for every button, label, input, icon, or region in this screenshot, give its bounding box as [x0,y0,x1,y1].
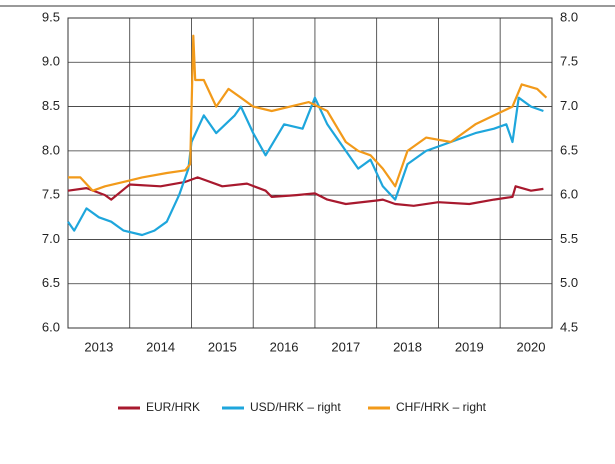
y-tick-label: 8.0 [42,142,60,157]
y2-tick-label: 7.0 [560,98,578,113]
y-tick-label: 7.5 [42,187,60,202]
y2-tick-label: 7.5 [560,54,578,69]
y2-tick-label: 8.0 [560,9,578,24]
y2-tick-label: 6.0 [560,187,578,202]
series-line [67,96,544,237]
series-line [67,176,544,207]
plot-frame [67,17,553,329]
y-tick-label: 9.0 [42,54,60,69]
y2-tick-label: 4.5 [560,319,578,334]
series-line [68,34,548,192]
y2-tick-label: 6.5 [560,142,578,157]
y2-tick-label: 5.5 [560,231,578,246]
y-tick-label: 6.5 [42,275,60,290]
x-tick-label: 2013 [84,339,113,354]
x-tick-label: 2015 [208,339,237,354]
y-tick-label: 9.5 [42,9,60,24]
x-tick-label: 2020 [517,339,546,354]
y-tick-label: 7.0 [42,231,60,246]
legend-label: CHF/HRK – right [396,400,487,414]
x-tick-label: 2017 [331,339,360,354]
y2-tick-label: 5.0 [560,275,578,290]
x-tick-label: 2014 [146,339,175,354]
y-tick-label: 8.5 [42,98,60,113]
x-tick-label: 2016 [270,339,299,354]
legend-label: EUR/HRK [146,400,200,414]
y-tick-label: 6.0 [42,319,60,334]
x-tick-label: 2018 [393,339,422,354]
x-tick-label: 2019 [455,339,484,354]
legend-label: USD/HRK – right [250,400,341,414]
